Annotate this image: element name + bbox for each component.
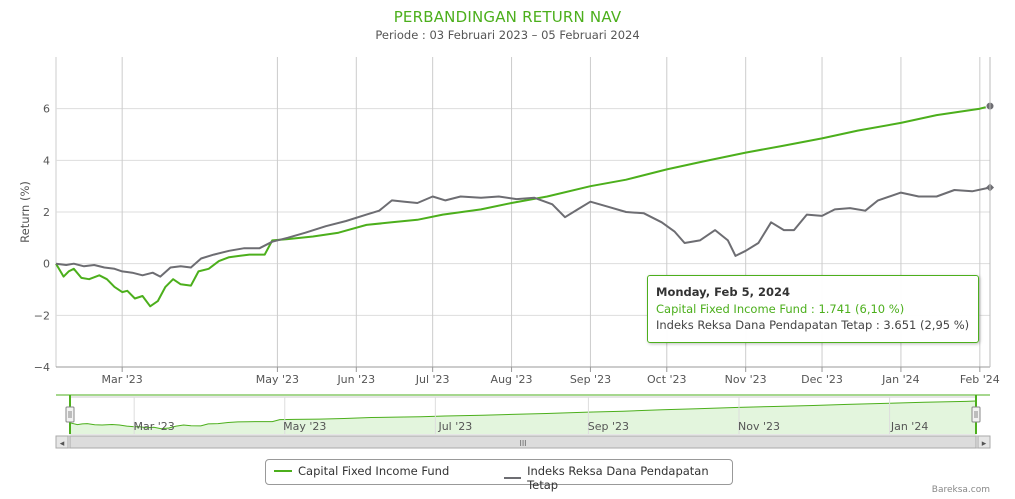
scroll-right-button[interactable] (977, 435, 991, 449)
y-tick-label: 2 (43, 206, 50, 219)
navigator-label: Jan '24 (890, 420, 928, 433)
x-tick-label: Aug '23 (491, 373, 533, 386)
x-tick-label: Dec '23 (801, 373, 843, 386)
series-line-index (55, 186, 991, 278)
chart-legend: Capital Fixed Income Fund Indeks Reksa D… (265, 459, 733, 492)
y-tick-label: −4 (34, 361, 50, 374)
navigator-handle-left[interactable] (65, 406, 75, 423)
navigator-label: Jul '23 (437, 420, 472, 433)
scroll-left-button[interactable] (55, 435, 69, 449)
chart-tooltip: Monday, Feb 5, 2024 Capital Fixed Income… (647, 275, 979, 343)
tooltip-date: Monday, Feb 5, 2024 (656, 285, 790, 299)
navigator-handle-right[interactable] (971, 406, 981, 423)
scroll-left-arrow-icon: ◂ (60, 439, 65, 449)
x-tick-label: Mar '23 (102, 373, 143, 386)
navigator-label: May '23 (283, 420, 326, 433)
series-line-fund (55, 105, 991, 308)
y-tick-label: −2 (34, 309, 50, 322)
y-tick-label: 4 (43, 154, 50, 167)
y-tick-label: 0 (43, 258, 50, 271)
tooltip-fund-row: Capital Fixed Income Fund : 1.741 (6,10 … (656, 302, 905, 316)
legend-label-index: Indeks Reksa Dana Pendapatan Tetap (527, 464, 709, 492)
x-tick-label: May '23 (256, 373, 299, 386)
chart-subtitle: Periode : 03 Februari 2023 – 05 Februari… (375, 28, 640, 42)
x-tick-label: Feb '24 (960, 373, 1000, 386)
navigator-label: Nov '23 (738, 420, 780, 433)
legend-item-index[interactable]: Indeks Reksa Dana Pendapatan Tetap (504, 464, 732, 492)
x-tick-label: Nov '23 (725, 373, 767, 386)
x-tick-label: Oct '23 (647, 373, 687, 386)
y-tick-label: 6 (43, 103, 50, 116)
legend-label-fund: Capital Fixed Income Fund (298, 464, 450, 478)
legend-swatch-index (504, 477, 522, 479)
chart-title: PERBANDINGAN RETURN NAV (393, 8, 622, 26)
navigator-label: Sep '23 (588, 420, 629, 433)
credit-text: Bareksa.com (931, 485, 990, 495)
navigator-area (70, 401, 976, 434)
x-tick-label: Jan '24 (881, 373, 919, 386)
scrollbar-grip: III (519, 439, 526, 448)
scrollbar-thumb[interactable] (69, 435, 977, 449)
x-tick-label: Sep '23 (570, 373, 611, 386)
legend-swatch-fund (274, 470, 292, 472)
tooltip-index-row: Indeks Reksa Dana Pendapatan Tetap : 3.6… (656, 318, 970, 332)
x-tick-label: Jun '23 (336, 373, 375, 386)
y-axis-title: Return (%) (18, 181, 32, 243)
navigator-label: Mar '23 (134, 420, 175, 433)
legend-item-fund[interactable]: Capital Fixed Income Fund (274, 464, 449, 478)
scroll-right-arrow-icon: ▸ (982, 439, 987, 449)
navigator-line (69, 400, 977, 430)
x-tick-label: Jul '23 (415, 373, 450, 386)
